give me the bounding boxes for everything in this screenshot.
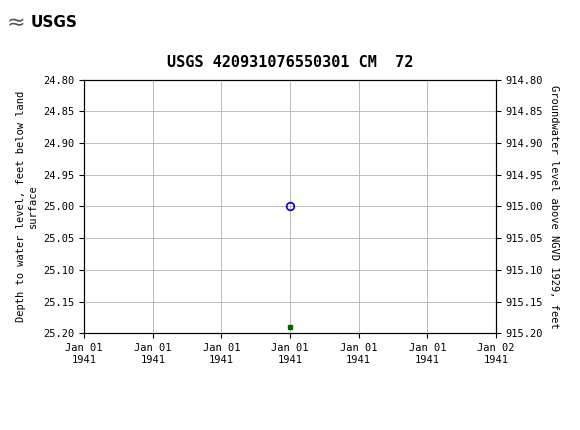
Text: USGS: USGS — [30, 15, 77, 30]
Text: ≈: ≈ — [7, 12, 26, 33]
Y-axis label: Depth to water level, feet below land
surface: Depth to water level, feet below land su… — [16, 91, 38, 322]
Text: USGS 420931076550301 CM  72: USGS 420931076550301 CM 72 — [167, 55, 413, 70]
Y-axis label: Groundwater level above NGVD 1929, feet: Groundwater level above NGVD 1929, feet — [549, 85, 559, 328]
FancyBboxPatch shape — [3, 4, 105, 41]
